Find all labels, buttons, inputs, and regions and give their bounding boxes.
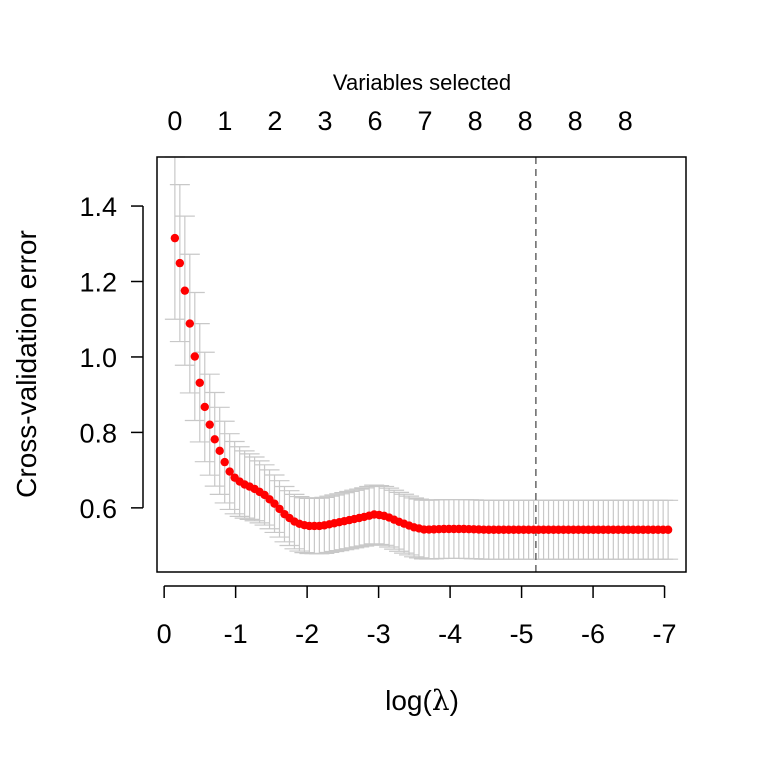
cv-point bbox=[195, 378, 204, 387]
cv-points bbox=[170, 233, 673, 534]
cv-point bbox=[170, 233, 180, 243]
top-tick-label: 8 bbox=[468, 106, 483, 136]
x-tick-label: -4 bbox=[438, 619, 462, 649]
x-tick-label: -5 bbox=[510, 619, 534, 649]
cv-point bbox=[275, 504, 284, 514]
cv-point bbox=[205, 420, 214, 429]
cv-point bbox=[185, 319, 195, 328]
y-tick-label: 1.0 bbox=[79, 343, 117, 373]
y-axis: 0.6 0.8 1.0 1.2 1.4 bbox=[79, 192, 144, 524]
top-axis-variables-selected: 0 1 2 3 6 7 8 8 8 8 bbox=[167, 106, 632, 136]
x-axis-title-suffix: ) bbox=[450, 685, 459, 716]
top-tick-label: 7 bbox=[418, 106, 433, 136]
cv-point bbox=[225, 467, 234, 476]
x-axis: 0 -1 -2 -3 -4 -5 -6 -7 bbox=[157, 585, 677, 649]
cv-point bbox=[200, 402, 209, 412]
cv-point bbox=[210, 435, 219, 444]
y-tick-label: 0.8 bbox=[79, 418, 117, 448]
x-tick-label: -6 bbox=[581, 619, 605, 649]
top-tick-label: 3 bbox=[317, 106, 332, 136]
cv-point bbox=[180, 286, 190, 295]
x-axis-title-prefix: log( bbox=[385, 685, 432, 716]
top-tick-label: 8 bbox=[568, 106, 583, 136]
x-axis-title: log(λ) bbox=[385, 684, 459, 717]
top-tick-label: 8 bbox=[618, 106, 633, 136]
plot-box bbox=[156, 156, 687, 573]
cv-point bbox=[190, 352, 200, 361]
x-tick-label: 0 bbox=[157, 619, 172, 649]
top-tick-label: 6 bbox=[368, 106, 383, 136]
x-axis-title-lambda: λ bbox=[432, 684, 450, 717]
cv-point bbox=[215, 446, 224, 456]
cv-point bbox=[663, 525, 673, 534]
y-tick-label: 1.4 bbox=[79, 192, 117, 222]
y-tick-label: 0.6 bbox=[79, 494, 117, 524]
x-tick-label: -7 bbox=[653, 619, 677, 649]
top-tick-label: 1 bbox=[217, 106, 232, 136]
cv-point bbox=[270, 499, 279, 508]
top-tick-label: 8 bbox=[518, 106, 533, 136]
top-tick-label: 2 bbox=[267, 106, 282, 136]
x-tick-label: -3 bbox=[367, 619, 391, 649]
cv-point bbox=[220, 457, 229, 467]
error-bars bbox=[164, 156, 679, 560]
x-tick-label: -1 bbox=[224, 619, 248, 649]
y-tick-label: 1.2 bbox=[79, 268, 117, 298]
x-tick-label: -2 bbox=[295, 619, 319, 649]
top-tick-label: 0 bbox=[167, 106, 182, 136]
cv-point bbox=[175, 258, 185, 268]
top-axis-title: Variables selected bbox=[333, 70, 511, 95]
y-axis-title: Cross-validation error bbox=[11, 230, 42, 498]
